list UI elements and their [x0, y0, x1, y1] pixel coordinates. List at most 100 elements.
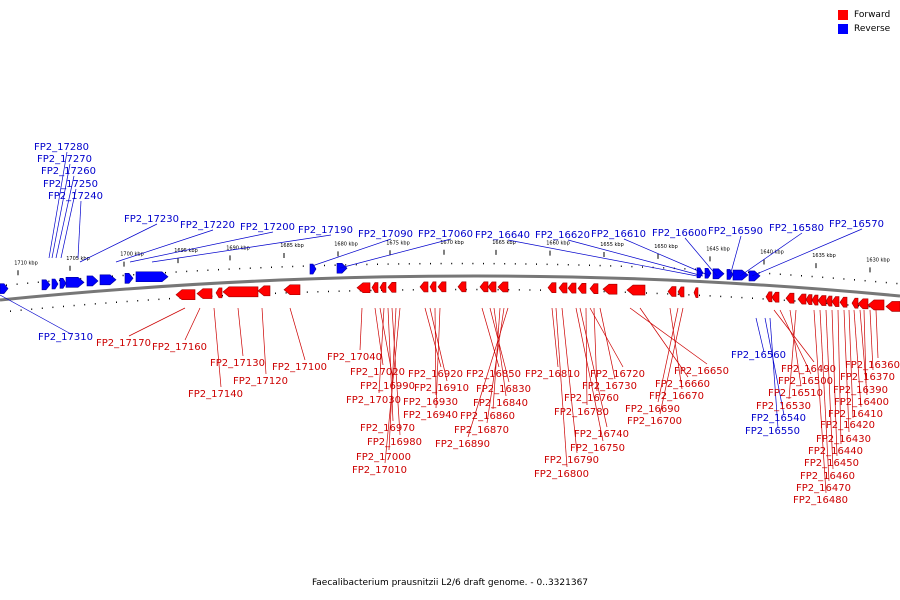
gene-label: FP2_17200	[240, 222, 295, 233]
scale-label: 1695 kbp	[174, 248, 198, 254]
forward-gene-arrow	[602, 283, 618, 295]
scale-label: 1650 kbp	[654, 244, 678, 250]
leader-line	[289, 307, 306, 361]
minor-tick	[133, 273, 135, 276]
scale-label: 1635 kbp	[812, 253, 836, 259]
minor-tick	[624, 291, 626, 293]
forward-gene-arrow	[215, 287, 223, 299]
minor-tick	[762, 298, 764, 300]
forward-gene-arrow	[175, 289, 196, 300]
minor-tick	[122, 274, 124, 277]
leader-line	[0, 294, 72, 335]
leader-line	[129, 231, 274, 263]
forward-gene-arrow	[457, 281, 467, 293]
minor-tick	[476, 288, 478, 291]
minor-tick	[412, 289, 414, 291]
minor-tick	[349, 290, 351, 292]
leader-line	[755, 317, 765, 353]
minor-tick	[105, 302, 107, 304]
gene-label: FP2_16440	[808, 446, 863, 457]
leader-line	[579, 307, 608, 428]
leader-line	[261, 307, 267, 375]
minor-tick	[377, 263, 378, 266]
forward-gene-arrow	[479, 281, 489, 293]
reverse-gene-arrow	[704, 267, 712, 279]
leader-line	[843, 309, 850, 433]
gene-label: FP2_17030	[346, 395, 401, 406]
reverse-gene-arrow	[712, 268, 725, 280]
leader-line	[378, 307, 385, 394]
minor-tick	[228, 268, 230, 270]
minor-tick	[137, 299, 139, 302]
minor-tick	[631, 265, 633, 268]
minor-tick	[59, 279, 60, 282]
leader-line	[213, 307, 222, 388]
minor-tick	[567, 264, 569, 266]
gene-label: FP2_16650	[674, 366, 729, 377]
leader-line	[339, 238, 452, 269]
forward-gene-arrow	[785, 292, 795, 304]
leader-line	[388, 307, 397, 451]
leader-line	[435, 307, 441, 409]
forward-gene-arrow	[589, 283, 599, 294]
minor-tick	[302, 265, 304, 267]
forward-gene-arrow	[558, 282, 568, 294]
minor-tick	[285, 292, 287, 294]
gene-label: FP2_16780	[554, 407, 609, 418]
minor-tick	[529, 289, 531, 291]
legend-forward-label: Forward	[854, 10, 891, 20]
gene-label: FP2_16590	[708, 226, 763, 237]
gene-label: FP2_17280	[34, 142, 89, 153]
gene-label: FP2_16430	[816, 434, 871, 445]
reverse-gene-arrow	[51, 278, 59, 290]
minor-tick	[752, 297, 753, 299]
leader-line	[623, 238, 711, 277]
forward-gene-arrow	[437, 281, 447, 293]
gene-label: FP2_16980	[367, 437, 422, 448]
gene-label: FP2_16830	[476, 384, 531, 395]
leader-line	[434, 307, 437, 396]
gene-label: FP2_16810	[525, 369, 580, 380]
leader-line	[555, 307, 568, 468]
minor-tick	[239, 267, 241, 270]
minor-tick	[508, 288, 510, 291]
leader-line	[387, 307, 394, 422]
gene-label: FP2_17230	[124, 214, 179, 225]
forward-gene-arrow	[429, 281, 437, 293]
scale-label: 1655 kbp	[600, 242, 624, 248]
minor-tick	[306, 291, 308, 293]
leader-line	[729, 235, 742, 277]
leader-line	[237, 307, 244, 357]
minor-tick	[656, 292, 658, 295]
gene-label: FP2_16540	[751, 413, 806, 424]
minor-tick	[514, 263, 516, 265]
minor-tick	[858, 305, 859, 307]
scale-label: 1705 kbp	[66, 256, 90, 262]
scale-ticks: 1710 kbp 1705 kbp 1700 kbp 1695 kbp 1690 kbp…	[6, 240, 898, 312]
reverse-gene-arrow	[86, 275, 99, 287]
scale-label: 1640 kbp	[760, 249, 784, 255]
minor-tick	[402, 289, 404, 291]
gene-label: FP2_16860	[460, 411, 515, 422]
forward-gene-arrow	[831, 296, 840, 307]
gene-label: FP2_17160	[152, 342, 207, 353]
leader-line	[813, 309, 827, 494]
gene-label: FP2_16530	[756, 401, 811, 412]
leader-line	[551, 307, 559, 368]
gene-label: FP2_17250	[43, 179, 98, 190]
leader-line	[769, 317, 779, 429]
leader-line	[467, 307, 509, 438]
scale-label: 1660 kbp	[546, 241, 570, 247]
scale-label: 1675 kbp	[386, 240, 410, 246]
leader-line	[593, 307, 598, 392]
minor-tick	[80, 277, 82, 280]
minor-tick	[794, 300, 796, 302]
legend-forward-swatch	[838, 10, 848, 20]
minor-tick	[790, 274, 792, 276]
minor-tick	[6, 284, 7, 286]
leader-line	[599, 307, 616, 380]
minor-tick	[222, 294, 223, 297]
forward-gene-arrow	[811, 294, 819, 306]
